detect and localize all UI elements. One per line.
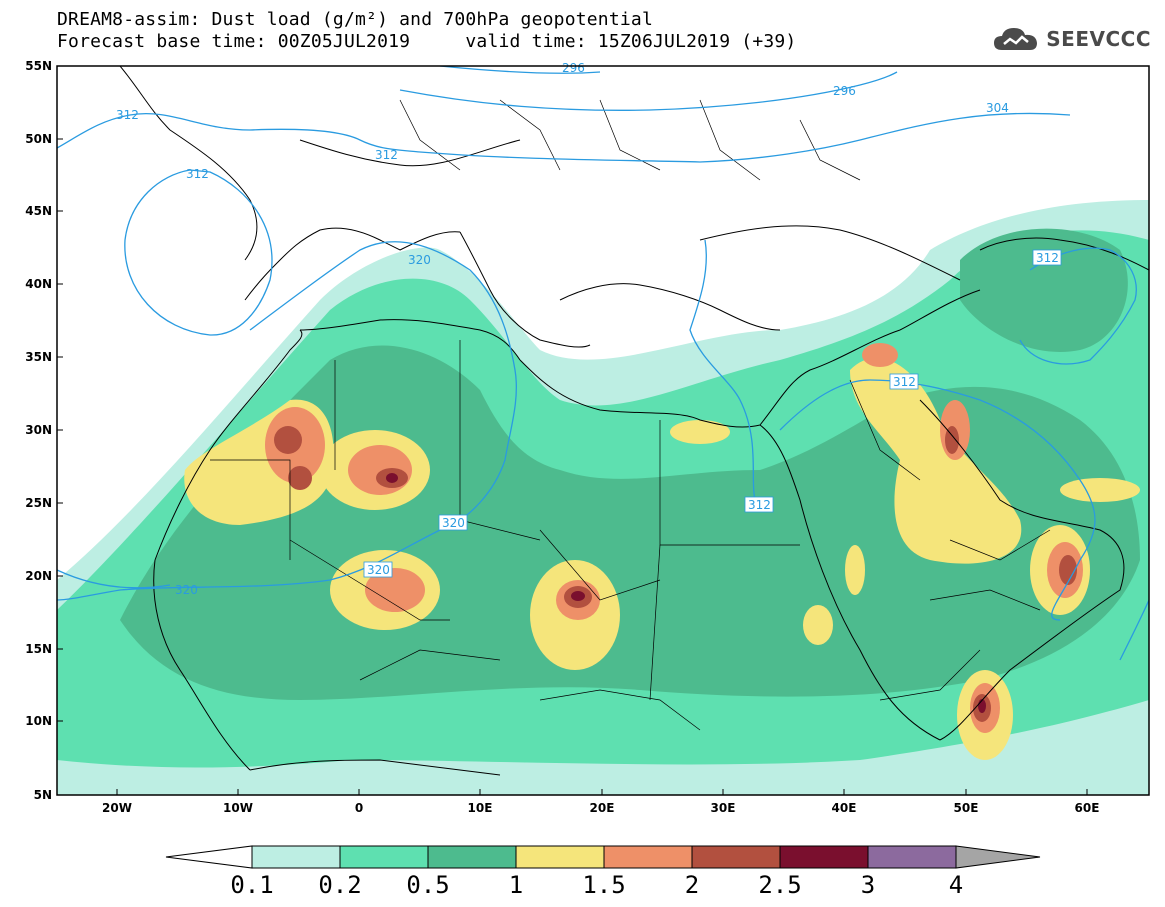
contour-label: 312 [1036, 251, 1059, 265]
colorbar-seg-1.5 [603, 845, 693, 869]
lon-label: 30E [711, 801, 736, 815]
contour-label-box [1032, 249, 1062, 266]
colorbar-seg-2 [691, 845, 781, 869]
contour-label: 320 [175, 583, 198, 597]
colorbar-seg-under [165, 845, 253, 869]
contour-label-box [438, 514, 468, 531]
cloud-logo-icon [994, 28, 1038, 50]
country-borders [210, 99, 1051, 731]
contour-label: 320 [442, 516, 465, 530]
geopotential-contours [57, 66, 1149, 661]
lon-label: 20E [590, 801, 615, 815]
lat-label: 5N [34, 788, 52, 802]
colorbar-seg-1 [515, 845, 605, 869]
forecast-time-subtitle: Forecast base time: 00Z05JUL2019 valid t… [57, 31, 797, 52]
lon-label: 50E [954, 801, 979, 815]
contour-label: 296 [833, 84, 856, 98]
contour-label: 320 [367, 563, 390, 577]
contour-label: 304 [986, 101, 1009, 115]
lon-axis [116, 789, 1088, 795]
colorbar-tick: 0.2 [318, 871, 361, 899]
colorbar-seg-0.5 [427, 845, 517, 869]
contour-label: 312 [116, 108, 139, 122]
lon-label: 10E [468, 801, 493, 815]
lat-label: 40N [25, 277, 52, 291]
lat-label: 35N [25, 350, 52, 364]
coastlines [119, 66, 1149, 776]
lat-label: 30N [25, 423, 52, 437]
lon-label: 40E [832, 801, 857, 815]
colorbar-tick: 1 [509, 871, 523, 899]
colorbar-seg-0.2 [339, 845, 429, 869]
lat-axis [57, 65, 63, 796]
colorbar-tick: 0.1 [230, 871, 273, 899]
lat-label: 55N [25, 59, 52, 73]
lat-label: 25N [25, 496, 52, 510]
contour-label-box [363, 561, 393, 578]
contour-label: 312 [748, 498, 771, 512]
dust-band-3 [386, 473, 986, 713]
contour-label-box [744, 496, 774, 513]
lat-label: 45N [25, 204, 52, 218]
lat-label: 50N [25, 132, 52, 146]
colorbar-tick: 1.5 [582, 871, 625, 899]
dust-band-2 [274, 426, 1077, 722]
lat-label: 15N [25, 642, 52, 656]
lat-label: 20N [25, 569, 52, 583]
contour-label: 312 [186, 167, 209, 181]
contour-label: 312 [893, 375, 916, 389]
colorbar-tick: 2.5 [758, 871, 801, 899]
colorbar-tick: 2 [685, 871, 699, 899]
contour-label: 296 [562, 61, 585, 75]
brand-name: SEEVCCC [1046, 27, 1151, 51]
contour-label: 312 [375, 148, 398, 162]
colorbar-tick: 4 [949, 871, 963, 899]
colorbar-tick: 3 [861, 871, 875, 899]
contour-labels: 312 312 312 296 304 296 320 320 320 320 … [116, 61, 1062, 597]
lon-label: 20W [102, 801, 132, 815]
lat-labels: 55N 50N 45N 40N 35N 30N 25N 20N 15N 10N … [25, 59, 52, 802]
brand-logo: SEEVCCC [992, 24, 1151, 54]
lon-label: 0 [355, 801, 363, 815]
contour-label-box [889, 373, 919, 390]
map-title: DREAM8-assim: Dust load (g/m²) and 700hP… [57, 9, 653, 30]
lat-label: 10N [25, 714, 52, 728]
colorbar-tick: 0.5 [406, 871, 449, 899]
colorbar: 0.1 0.2 0.5 1 1.5 2 2.5 3 4 [165, 845, 1041, 899]
colorbar-seg-0.1 [251, 845, 341, 869]
colorbar-seg-over [955, 845, 1041, 869]
colorbar-seg-2.5 [779, 845, 869, 869]
contour-label: 320 [408, 253, 431, 267]
lon-label: 60E [1075, 801, 1100, 815]
lon-labels: 20W 10W 0 10E 20E 30E 40E 50E 60E [102, 801, 1099, 815]
lon-label: 10W [223, 801, 253, 815]
colorbar-seg-3 [867, 845, 957, 869]
